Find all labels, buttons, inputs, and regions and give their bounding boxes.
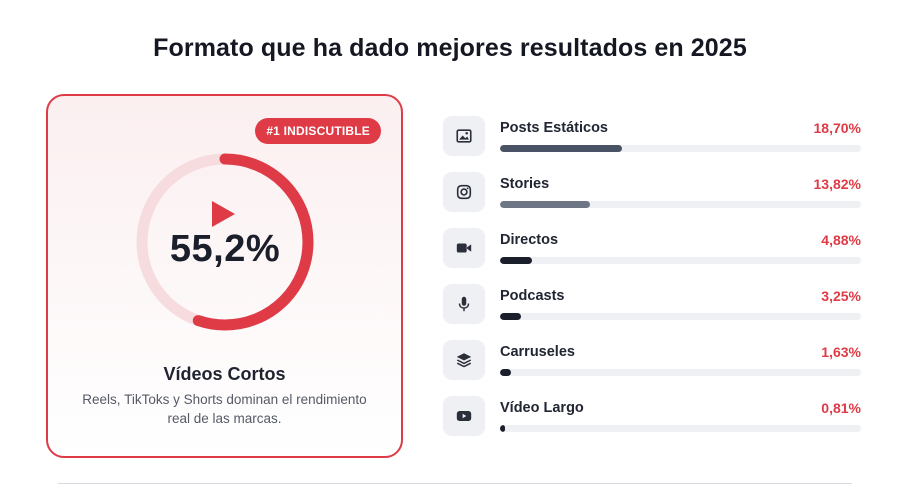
format-ranking-list: Posts Estáticos 18,70% Stories 13,82% Direct…: [443, 116, 863, 452]
format-label: Posts Estáticos: [500, 120, 608, 136]
bar-track: [500, 425, 861, 432]
rank-badge: #1 INDISCUTIBLE: [255, 118, 381, 144]
format-description: Reels, TikToks y Shorts dominan el rendi…: [82, 392, 367, 426]
format-value: 3,25%: [821, 288, 861, 304]
bar-track: [500, 369, 861, 376]
format-value: 18,70%: [813, 120, 861, 136]
bar-track: [500, 201, 861, 208]
bar-fill: [500, 369, 511, 376]
bar-track: [500, 257, 861, 264]
bar-fill: [500, 425, 506, 432]
image-icon: [443, 116, 485, 156]
format-row: Vídeo Largo 0,81%: [443, 396, 863, 452]
microphone-icon: [443, 284, 485, 324]
format-row: Directos 4,88%: [443, 228, 863, 284]
format-label: Stories: [500, 176, 550, 192]
share-donut-chart: 55,2%: [135, 152, 315, 332]
format-value: 13,82%: [813, 176, 861, 192]
donut-value-arc: [136, 153, 314, 331]
layers-icon: [443, 340, 485, 380]
video-camera-icon: [443, 228, 485, 268]
format-row: Posts Estáticos 18,70%: [443, 116, 863, 172]
format-label: Carruseles: [500, 344, 575, 360]
format-label: Directos: [500, 232, 559, 248]
bar-fill: [500, 313, 522, 320]
format-value: 4,88%: [821, 232, 861, 248]
bar-fill: [500, 257, 532, 264]
bar-track: [500, 145, 861, 152]
bar-fill: [500, 145, 623, 152]
format-label: Podcasts: [500, 288, 565, 304]
instagram-icon: [443, 172, 485, 212]
format-name: Vídeos Cortos: [163, 364, 286, 384]
top-format-card: #1 INDISCUTIBLE 55,2% Vídeos Cortos Reel…: [46, 94, 403, 458]
format-label: Vídeo Largo: [500, 400, 584, 416]
donut-svg: [136, 153, 314, 331]
youtube-icon: [443, 396, 485, 436]
share-value: 55,2%: [169, 228, 281, 270]
format-row: Podcasts 3,25%: [443, 284, 863, 340]
format-row: Carruseles 1,63%: [443, 340, 863, 396]
divider: [58, 483, 852, 484]
bar-track: [500, 313, 861, 320]
format-value: 0,81%: [821, 400, 861, 416]
format-row: Stories 13,82%: [443, 172, 863, 228]
bar-fill: [500, 201, 591, 208]
play-icon: [212, 201, 235, 227]
format-value: 1,63%: [821, 344, 861, 360]
page-title: Formato que ha dado mejores resultados e…: [153, 34, 747, 62]
